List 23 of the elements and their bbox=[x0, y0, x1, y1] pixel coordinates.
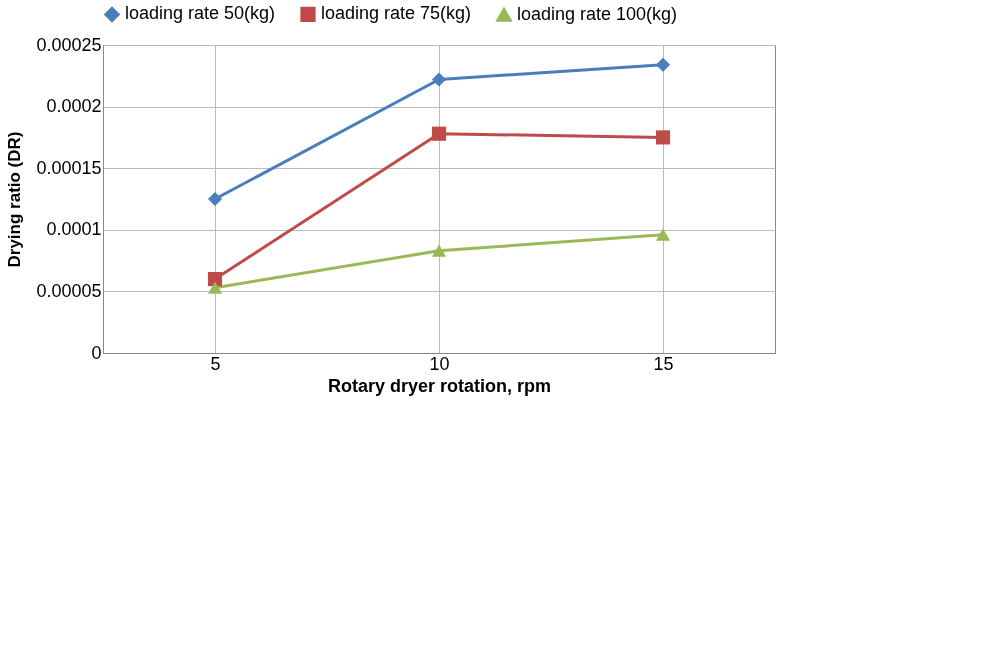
y-tick-label: 0.00025 bbox=[36, 34, 102, 55]
y-tick-label: 0.00005 bbox=[36, 280, 102, 301]
y-axis-title: Drying ratio (DR) bbox=[5, 131, 25, 268]
y-tick-label: 0.0002 bbox=[46, 96, 102, 117]
point bbox=[655, 130, 671, 145]
x-axis-title: Rotary dryer rotation, rpm bbox=[327, 375, 552, 396]
legend-label: loading rate 75(kg) bbox=[321, 3, 472, 24]
point bbox=[655, 57, 671, 72]
x-tick-label: 10 bbox=[429, 353, 450, 374]
point bbox=[431, 126, 447, 141]
point bbox=[207, 272, 223, 287]
point bbox=[431, 72, 447, 87]
y-tick-label: 0 bbox=[91, 342, 102, 363]
y-tick-label: 0.0001 bbox=[46, 219, 102, 240]
legend-label: loading rate 100(kg) bbox=[517, 3, 678, 24]
y-tick-label: 0.00015 bbox=[36, 157, 102, 178]
point bbox=[655, 228, 671, 241]
x-tick-label: 5 bbox=[210, 353, 221, 374]
point bbox=[431, 244, 447, 257]
legend-label: loading rate 50(kg) bbox=[125, 3, 276, 24]
point bbox=[207, 281, 223, 294]
point bbox=[207, 191, 223, 207]
x-tick-label: 15 bbox=[653, 353, 674, 374]
